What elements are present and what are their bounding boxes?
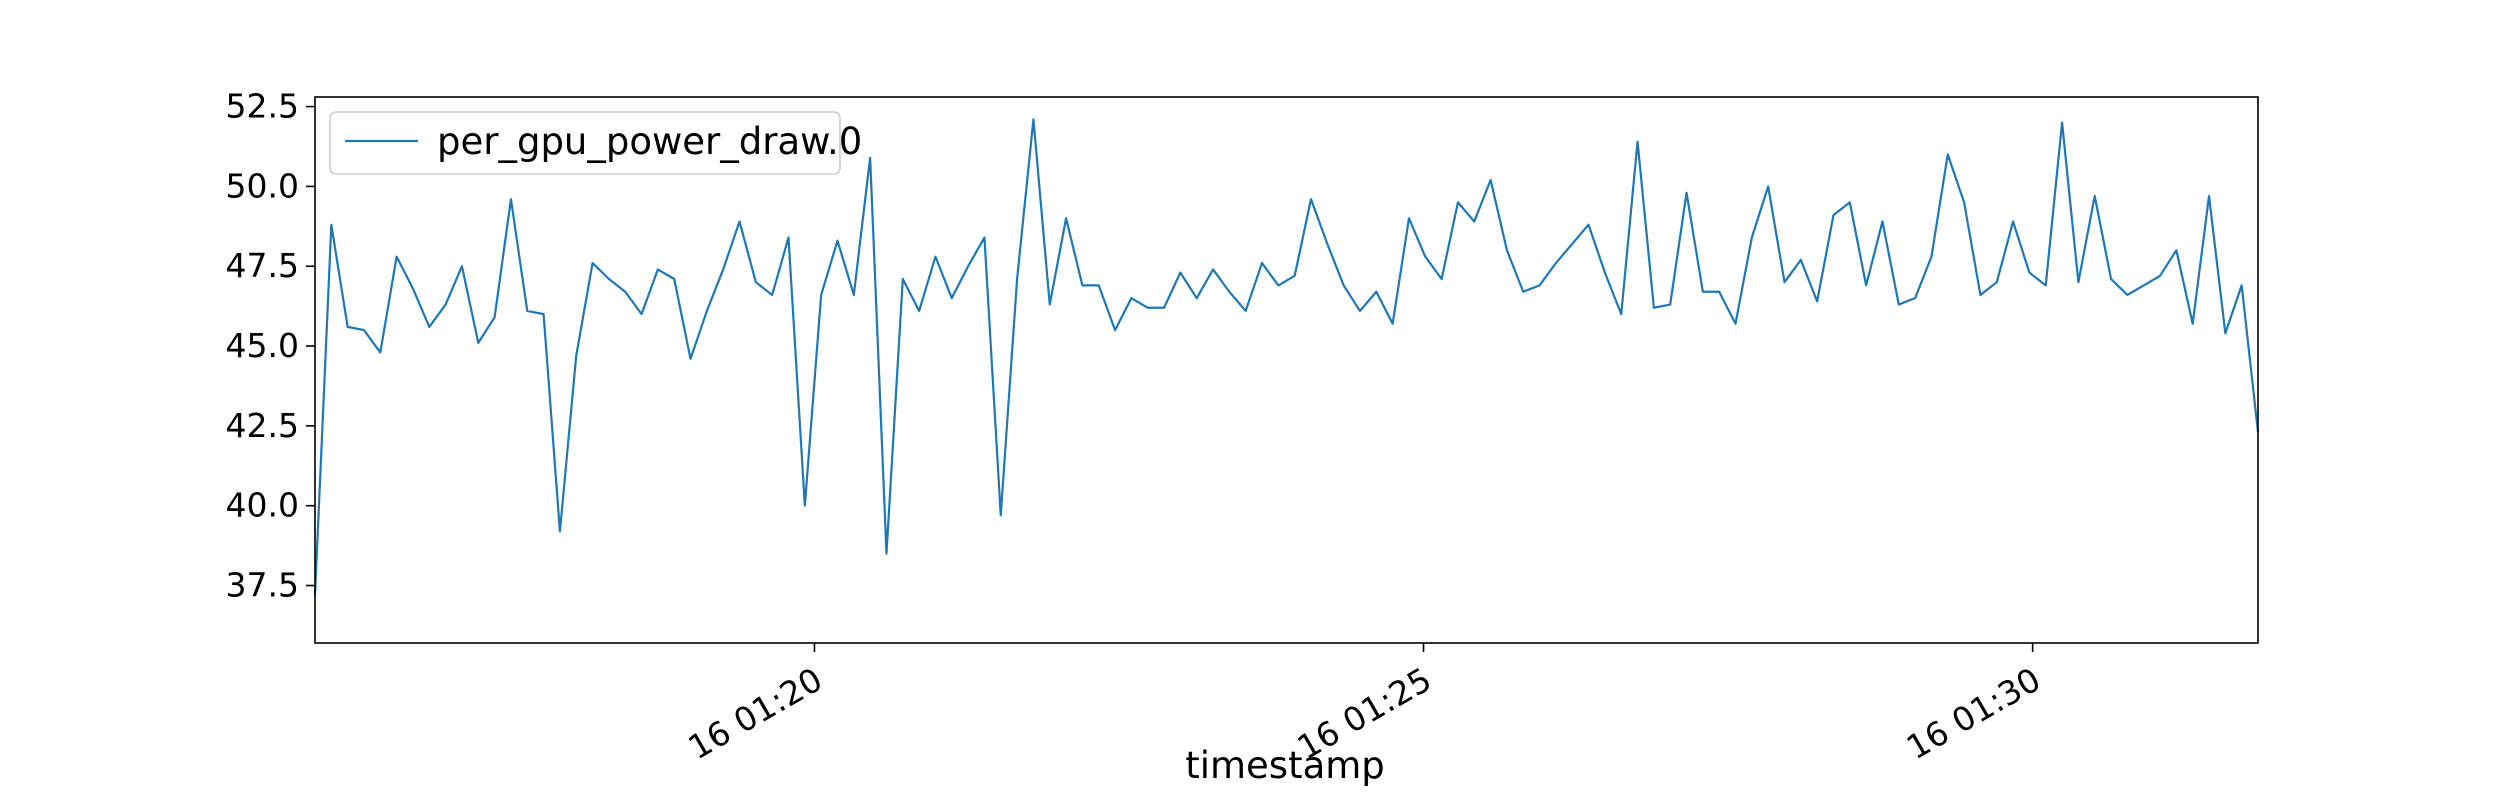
series-line-0 <box>313 118 2260 596</box>
y-tick-label: 47.5 <box>226 246 299 285</box>
y-axis-ticks: 37.5 40.0 42.5 45.0 47.5 50.0 52.5 <box>226 87 315 605</box>
axes-frame <box>314 96 2259 644</box>
y-tick-label: 37.5 <box>226 566 299 605</box>
legend-entry-label: per_gpu_power_draw.0 <box>437 120 862 163</box>
legend-box <box>329 111 841 175</box>
plot-background <box>315 97 2258 643</box>
series-layer <box>313 118 2260 596</box>
y-tick-label: 42.5 <box>226 406 299 445</box>
legend: per_gpu_power_draw.0 <box>329 111 862 175</box>
x-axis-label: timestamp <box>1185 744 1385 787</box>
plot-frame <box>314 96 2259 644</box>
y-tick-label: 52.5 <box>226 87 299 126</box>
plot-area <box>315 97 2258 643</box>
y-tick-label: 50.0 <box>226 166 299 205</box>
y-tick-label: 40.0 <box>226 486 299 525</box>
y-tick-label: 45.0 <box>226 326 299 365</box>
